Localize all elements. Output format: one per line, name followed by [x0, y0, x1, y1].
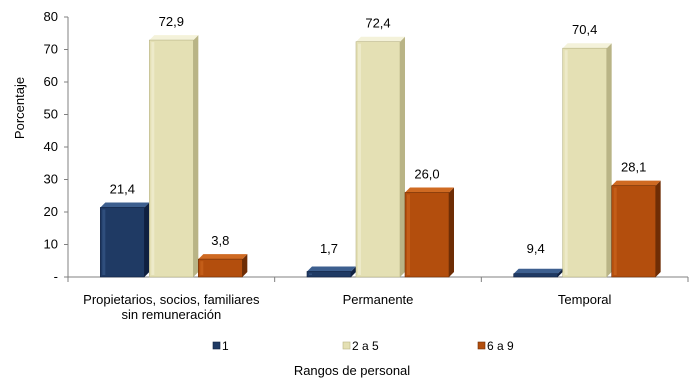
bar-front-face	[355, 41, 401, 278]
legend: 1 2 a 5 6 a 9	[212, 339, 514, 353]
y-tick-label: 70	[44, 42, 58, 57]
bar-highlight	[102, 209, 106, 275]
data-label: 3,8	[211, 233, 229, 248]
bar-top-face	[356, 36, 405, 42]
y-tick-label: 80	[44, 9, 58, 24]
legend-item: 1	[212, 339, 229, 353]
bar	[355, 36, 405, 278]
bar-side-face	[606, 43, 612, 278]
bar-highlight	[200, 261, 204, 275]
y-tick-label: 20	[44, 204, 58, 219]
legend-item: 6 a 9	[477, 339, 514, 353]
axes-layer: - 10 20 30 40 50 60 70 80 Propietarios, socios, f…	[44, 9, 689, 322]
y-axis-title: Porcentaje	[12, 77, 27, 139]
bar-highlight	[613, 187, 617, 275]
bar-front-face	[562, 47, 607, 278]
data-label: 28,1	[621, 160, 646, 175]
bar-top-face	[611, 180, 661, 186]
bar-side-face	[193, 35, 199, 278]
bar-highlight	[309, 273, 312, 275]
data-label: 26,0	[414, 167, 439, 182]
data-label: 70,4	[572, 22, 597, 37]
bar	[198, 254, 248, 278]
legend-label: 2 a 5	[352, 339, 379, 353]
x-axis-title: Rangos de personal	[294, 363, 410, 378]
bar	[306, 266, 356, 278]
bar-side-face	[144, 202, 150, 277]
bar-side-face	[655, 180, 661, 277]
bar-front-face	[149, 39, 194, 278]
data-label: 72,4	[365, 16, 390, 31]
bar	[100, 202, 150, 278]
y-tick-label: 50	[44, 107, 58, 122]
data-label: 21,4	[110, 181, 135, 196]
bar-side-face	[449, 187, 454, 277]
bar-top-face	[307, 266, 356, 272]
y-tick-label: -	[54, 269, 58, 284]
legend-item: 2 a 5	[342, 339, 379, 353]
bar-front-face	[611, 185, 656, 278]
bar-highlight	[358, 43, 361, 276]
bar-top-face	[513, 268, 563, 274]
legend-swatch	[342, 341, 351, 350]
bar	[149, 35, 199, 278]
y-tick-label: 60	[44, 74, 58, 89]
bar-top-face	[149, 35, 199, 41]
y-tick-label: 30	[44, 172, 58, 187]
bar-top-face	[100, 202, 150, 208]
bar-highlight	[407, 194, 410, 275]
bar-top-face	[562, 43, 612, 49]
bar	[611, 180, 661, 278]
bar-front-face	[100, 207, 145, 278]
legend-label: 1	[222, 339, 229, 353]
bar-side-face	[242, 254, 248, 277]
bar-front-face	[306, 271, 352, 278]
bar-side-face	[400, 36, 405, 278]
data-labels-layer: 21,4 72,9 3,8 1,7 72,4 26,0 9,4 70,4 28,1	[110, 14, 647, 256]
legend-swatch	[212, 341, 221, 350]
y-tick-label: 10	[44, 237, 58, 252]
bar-front-face	[404, 192, 450, 278]
bar-highlight	[151, 42, 155, 276]
data-label: 9,4	[527, 241, 545, 256]
legend-label: 6 a 9	[487, 339, 514, 353]
x-category-label: Temporal	[558, 292, 612, 307]
bar-highlight	[564, 50, 568, 276]
x-category-label: Permanente	[343, 292, 414, 307]
bar-front-face	[513, 273, 558, 278]
bars-layer	[100, 35, 661, 278]
bar-side-face	[557, 268, 563, 277]
bar-top-face	[405, 187, 454, 193]
data-label: 1,7	[320, 241, 338, 256]
y-tick-label: 40	[44, 139, 58, 154]
bar-top-face	[198, 254, 248, 260]
bar-front-face	[198, 258, 243, 278]
x-category-label: Propietarios, socios, familiares sin remu…	[83, 292, 260, 322]
bar-side-face	[351, 266, 356, 277]
legend-swatch	[477, 341, 486, 350]
bar	[513, 268, 563, 278]
bar	[562, 43, 612, 278]
data-label: 72,9	[159, 14, 184, 29]
bar	[404, 187, 454, 278]
